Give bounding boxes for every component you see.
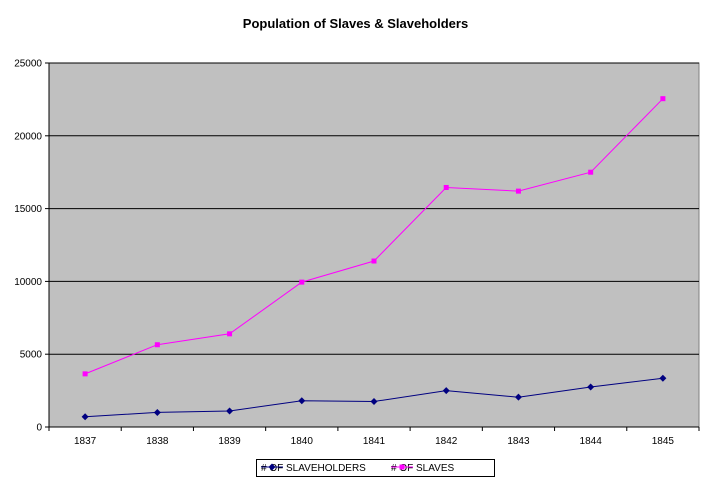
- y-tick-label: 20000: [14, 131, 42, 142]
- legend-label-slaves: # OF SLAVES: [391, 463, 455, 474]
- y-tick-label: 15000: [14, 204, 42, 215]
- data-point-slaves: [299, 279, 305, 285]
- data-point-slaveholders: [659, 374, 667, 382]
- legend-item-slaves: # OF SLAVES: [391, 462, 454, 476]
- legend-diamond-icon: [261, 463, 283, 471]
- y-tick-label: 5000: [20, 350, 43, 361]
- x-tick-label: 1838: [146, 436, 169, 447]
- data-point-slaveholders: [226, 407, 234, 415]
- legend: # OF SLAVEHOLDERS # OF SLAVES: [256, 459, 495, 477]
- y-tick-label: 0: [36, 423, 42, 434]
- legend-label-slaveholders: # OF SLAVEHOLDERS: [261, 463, 366, 474]
- data-point-slaveholders: [442, 387, 450, 395]
- x-tick-label: 1837: [74, 436, 97, 447]
- data-point-slaves: [515, 188, 521, 194]
- y-tick-label: 25000: [14, 59, 42, 70]
- axes: 0 5000 10000 15000 20000 25000 1837 1838 1839 184…: [14, 59, 700, 447]
- data-point-slaves: [154, 342, 160, 348]
- legend-item-slaveholders: # OF SLAVEHOLDERS: [261, 462, 366, 476]
- data-point-slaves: [227, 331, 233, 337]
- x-tick-label: 1841: [363, 436, 386, 447]
- plot-area: [48, 62, 700, 428]
- data-point-slaveholders: [298, 397, 306, 405]
- data-point-slaves: [371, 258, 377, 264]
- x-tick-label: 1844: [580, 436, 603, 447]
- y-tick-label: 10000: [14, 277, 42, 288]
- legend-square-icon: [391, 464, 413, 470]
- data-point-slaves: [443, 184, 449, 190]
- data-point-slaveholders: [153, 408, 161, 416]
- data-point-slaves: [588, 169, 594, 175]
- data-point-slaveholders: [81, 413, 89, 421]
- data-point-slaveholders: [587, 383, 595, 391]
- data-point-slaves: [660, 96, 666, 102]
- gridlines: [49, 62, 699, 355]
- data-point-slaveholders: [514, 393, 522, 401]
- series-layer: [81, 96, 667, 421]
- x-tick-label: 1842: [435, 436, 458, 447]
- x-tick-label: 1845: [652, 436, 675, 447]
- x-tick-label: 1840: [291, 436, 314, 447]
- data-point-slaveholders: [370, 398, 378, 406]
- x-tick-label: 1839: [218, 436, 241, 447]
- x-tick-label: 1843: [507, 436, 530, 447]
- chart-title: Population of Slaves & Slaveholders: [242, 16, 469, 31]
- data-point-slaves: [82, 371, 88, 377]
